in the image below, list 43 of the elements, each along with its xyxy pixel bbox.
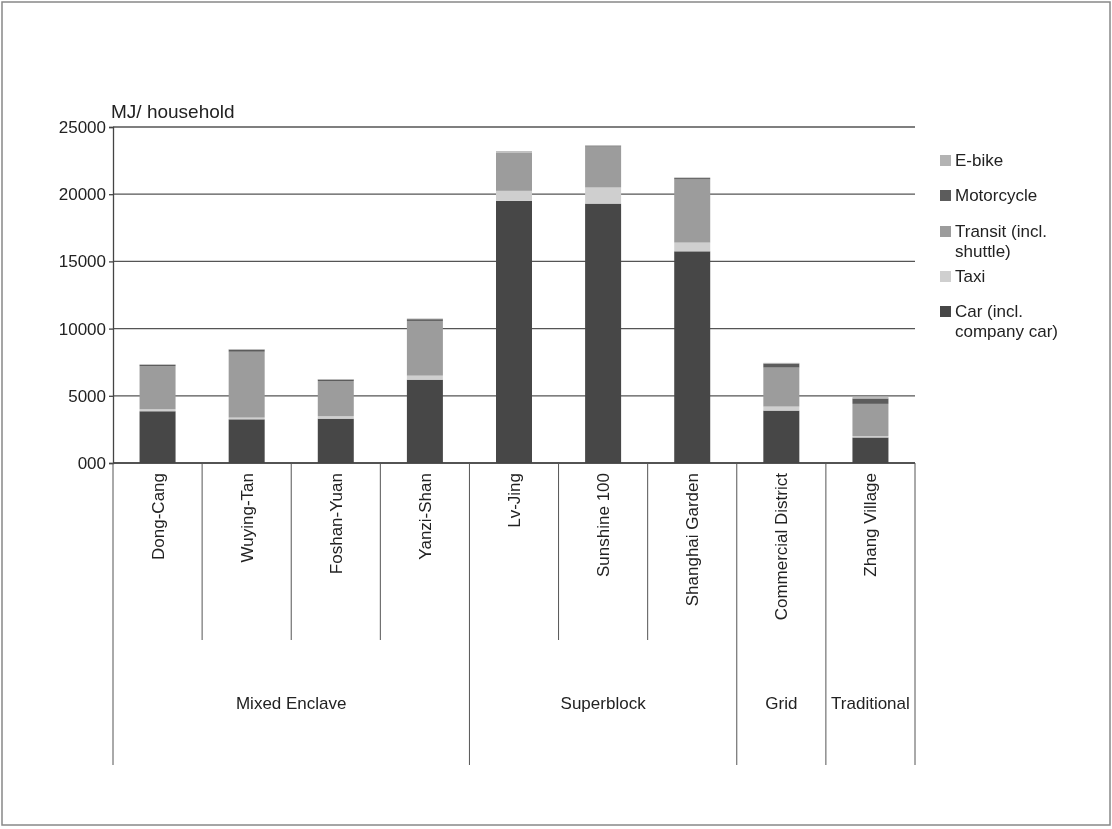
bar [763, 363, 800, 368]
y-tick-label: 000 [77, 453, 106, 473]
legend-label: Taxi [955, 267, 986, 286]
legend-label: Car (incl. company car) [955, 302, 1058, 342]
x-tick-label: Sunshine 100 [594, 473, 614, 577]
legend-label: E-bike [955, 151, 1004, 170]
bar [852, 398, 889, 404]
bar [674, 179, 711, 243]
bar [763, 367, 800, 407]
x-tick-label: Dong-Cang [148, 473, 168, 560]
x-tick-label: Wuying-Tan [237, 473, 257, 563]
text: Mixed Enclave [235, 694, 347, 713]
y-tick-label: 10000 [58, 319, 106, 339]
y-tick-label: 20000 [58, 185, 106, 205]
y-tick-label: 25000 [58, 117, 106, 137]
text: Grid [765, 694, 798, 713]
text: Traditional [831, 694, 910, 713]
x-tick-label: Commercial District [772, 472, 792, 621]
bar [139, 366, 176, 410]
x-tick-label: Zhang Village [861, 473, 881, 577]
bar [228, 351, 265, 418]
y-axis-title: MJ/ household [111, 101, 235, 122]
bar [406, 320, 443, 376]
bar [585, 146, 622, 188]
bar [674, 242, 711, 252]
y-tick-label: 5000 [68, 386, 106, 406]
bar [585, 187, 622, 204]
x-tick-label: Shanghai Garden [683, 473, 703, 607]
bar [139, 409, 176, 412]
x-tick-label: Lv-Jing [505, 473, 524, 528]
bar [317, 381, 354, 417]
legend-label: Transit (incl. shuttle) [955, 222, 1047, 262]
text: Superblock [560, 694, 647, 713]
x-tick-label: Foshan-Yuan [326, 473, 346, 575]
bar [852, 403, 889, 437]
legend-label: Motorcycle [955, 186, 1038, 205]
bar [317, 416, 354, 419]
x-tick-label: Yanzi-Shan [415, 473, 435, 560]
bar [496, 152, 532, 191]
y-tick-label: 15000 [58, 252, 106, 272]
bar [496, 190, 532, 201]
bar [406, 375, 443, 380]
bar [763, 406, 800, 411]
